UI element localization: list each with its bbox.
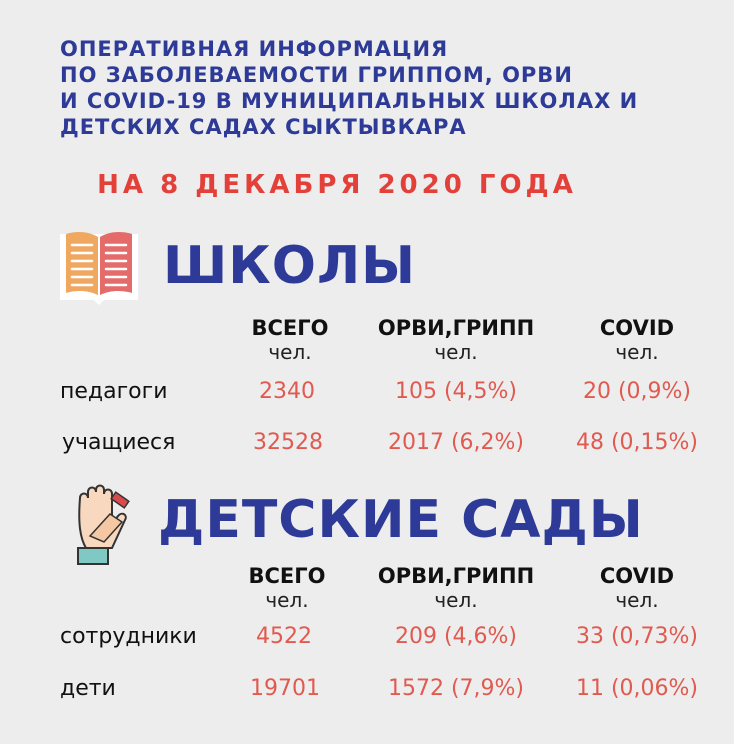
column-label: ОРВИ,ГРИПП bbox=[377, 564, 535, 588]
covid-value: 48 (0,15%) bbox=[575, 430, 699, 455]
column-unit: чел. bbox=[268, 340, 312, 364]
headline-line: ПО ЗАБОЛЕВАЕМОСТИ ГРИППОМ, ОРВИ bbox=[60, 63, 573, 87]
kindergartens-title: ДЕТСКИЕ САДЫ bbox=[158, 490, 644, 550]
headline-line: И COVID-19 В МУНИЦИПАЛЬНЫХ ШКОЛАХ И bbox=[60, 89, 639, 113]
column-label: COVID bbox=[599, 564, 675, 588]
headline-line: ДЕТСКИХ САДАХ СЫКТЫВКАРА bbox=[60, 115, 467, 139]
column-header-flu: ОРВИ,ГРИПП чел. bbox=[356, 564, 556, 612]
column-label: ОРВИ,ГРИПП bbox=[377, 316, 535, 340]
covid-value: 11 (0,06%) bbox=[575, 676, 699, 701]
row-label: дети bbox=[60, 676, 116, 701]
column-header-flu: ОРВИ,ГРИПП чел. bbox=[356, 316, 556, 364]
headline-line: ОПЕРАТИВНАЯ ИНФОРМАЦИЯ bbox=[60, 37, 449, 61]
column-label: ВСЕГО bbox=[251, 316, 329, 340]
headline: ОПЕРАТИВНАЯ ИНФОРМАЦИЯ ПО ЗАБОЛЕВАЕМОСТИ… bbox=[60, 36, 638, 140]
column-label: COVID bbox=[599, 316, 675, 340]
date-heading: НА 8 ДЕКАБРЯ 2020 ГОДА bbox=[97, 170, 577, 200]
column-header-covid: COVID чел. bbox=[537, 564, 734, 612]
book-icon bbox=[60, 232, 138, 305]
total-value: 2340 bbox=[259, 379, 315, 404]
column-header-covid: COVID чел. bbox=[537, 316, 734, 364]
column-unit: чел. bbox=[615, 588, 659, 612]
total-value: 32528 bbox=[253, 430, 323, 455]
row-label: педагоги bbox=[60, 379, 168, 404]
schools-title: ШКОЛЫ bbox=[163, 236, 417, 296]
column-unit: чел. bbox=[434, 588, 478, 612]
column-header-total: ВСЕГО чел. bbox=[187, 564, 387, 612]
flu-value: 105 (4,5%) bbox=[394, 379, 518, 404]
row-label: учащиеся bbox=[62, 430, 176, 455]
column-label: ВСЕГО bbox=[248, 564, 326, 588]
flu-value: 2017 (6,2%) bbox=[387, 430, 525, 455]
total-value: 19701 bbox=[250, 676, 320, 701]
column-unit: чел. bbox=[615, 340, 659, 364]
covid-value: 20 (0,9%) bbox=[582, 379, 692, 404]
total-value: 4522 bbox=[256, 624, 312, 649]
flu-value: 209 (4,6%) bbox=[394, 624, 518, 649]
row-label: сотрудники bbox=[60, 624, 197, 649]
covid-value: 33 (0,73%) bbox=[575, 624, 699, 649]
column-unit: чел. bbox=[434, 340, 478, 364]
hands-icon bbox=[77, 484, 130, 565]
flu-value: 1572 (7,9%) bbox=[387, 676, 525, 701]
column-unit: чел. bbox=[265, 588, 309, 612]
column-header-total: ВСЕГО чел. bbox=[190, 316, 390, 364]
